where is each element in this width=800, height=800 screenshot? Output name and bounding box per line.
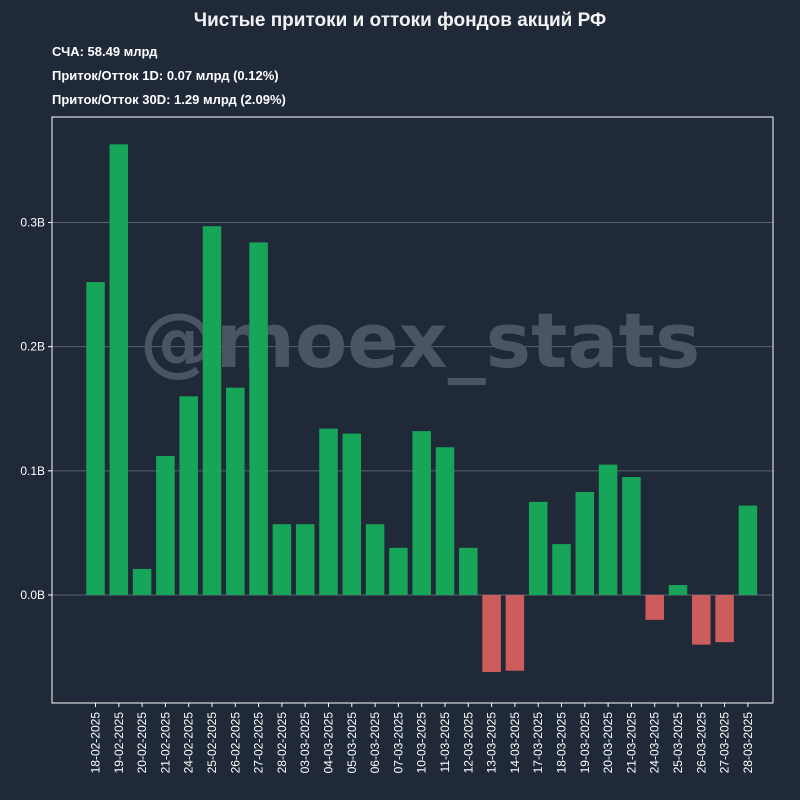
bar: [226, 387, 245, 595]
bar: [342, 433, 362, 595]
stat-flow-30d: Приток/Отток 30D: 1.29 млрд (2.09%): [52, 92, 286, 107]
bar: [598, 464, 618, 595]
x-tick-label: 25-02-2025: [205, 712, 219, 774]
bar: [249, 242, 268, 595]
x-tick-label: 20-03-2025: [601, 712, 615, 774]
bars: [86, 144, 758, 672]
bar: [86, 282, 105, 595]
y-tick-label: 0.3B: [20, 216, 45, 230]
bar: [552, 544, 571, 595]
x-tick-label: 19-02-2025: [112, 712, 126, 774]
x-tick-label: 26-02-2025: [228, 712, 242, 774]
bar: [668, 585, 688, 595]
x-tick-label: 26-03-2025: [694, 712, 708, 774]
x-tick-label: 24-02-2025: [182, 712, 196, 774]
x-tick-label: 24-03-2025: [648, 712, 662, 774]
bar: [365, 524, 385, 595]
bar: [412, 431, 431, 595]
y-tick-label: 0.0B: [20, 588, 45, 602]
bar: [505, 594, 525, 671]
bar: [692, 594, 711, 645]
bar: [738, 505, 758, 595]
x-tick-label: 27-03-2025: [718, 712, 732, 774]
bar: [528, 501, 548, 595]
watermark: @moex_stats: [140, 296, 700, 385]
bar: [459, 547, 478, 595]
x-tick-label: 12-03-2025: [461, 712, 475, 774]
x-tick-label: 18-03-2025: [555, 712, 569, 774]
x-tick-labels: 18-02-2025 19-02-2025 20-02-2025 21-02-2025…: [89, 703, 755, 773]
y-tick-label: 0.1B: [20, 464, 45, 478]
axes: [51, 116, 774, 704]
x-tick-label: 28-03-2025: [741, 712, 755, 774]
y-tick-labels: 0.0B 0.1B 0.2B 0.3B: [20, 216, 52, 602]
x-tick-label: 21-02-2025: [158, 712, 172, 774]
bar: [715, 594, 734, 643]
chart-title: Чистые притоки и оттоки фондов акций РФ: [193, 10, 607, 31]
stat-flow-1d: Приток/Отток 1D: 0.07 млрд (0.12%): [52, 68, 279, 83]
x-tick-label: 03-03-2025: [298, 712, 312, 774]
x-tick-label: 20-02-2025: [135, 712, 149, 774]
bar: [156, 455, 175, 595]
x-tick-label: 10-03-2025: [415, 712, 429, 774]
x-tick-label: 14-03-2025: [508, 712, 522, 774]
x-tick-label: 07-03-2025: [391, 712, 405, 774]
x-tick-label: 11-03-2025: [438, 712, 452, 773]
bar: [179, 396, 198, 595]
bar: [622, 477, 641, 595]
x-tick-label: 25-03-2025: [671, 712, 685, 774]
bar: [295, 524, 315, 595]
bar: [389, 547, 408, 595]
bar: [272, 524, 292, 595]
stat-nav: СЧА: 58.49 млрд: [52, 44, 158, 59]
x-tick-label: 17-03-2025: [531, 712, 545, 774]
x-tick-label: 19-03-2025: [578, 712, 592, 774]
x-tick-label: 27-02-2025: [252, 712, 266, 774]
x-tick-label: 18-02-2025: [89, 712, 103, 774]
x-tick-label: 13-03-2025: [485, 712, 499, 774]
bar: [109, 144, 129, 595]
bar: [575, 491, 595, 595]
bar: [482, 594, 501, 672]
plot-frame: [51, 116, 774, 704]
y-tick-label: 0.2B: [20, 340, 45, 354]
bar: [132, 568, 152, 595]
bar: [435, 447, 455, 595]
bar: [319, 428, 338, 595]
x-tick-label: 04-03-2025: [322, 712, 336, 774]
x-tick-label: 21-03-2025: [624, 712, 638, 774]
bar: [645, 594, 664, 620]
x-tick-label: 28-02-2025: [275, 712, 289, 774]
x-tick-label: 06-03-2025: [368, 712, 382, 774]
x-tick-label: 05-03-2025: [345, 712, 359, 774]
bar: [202, 226, 222, 595]
